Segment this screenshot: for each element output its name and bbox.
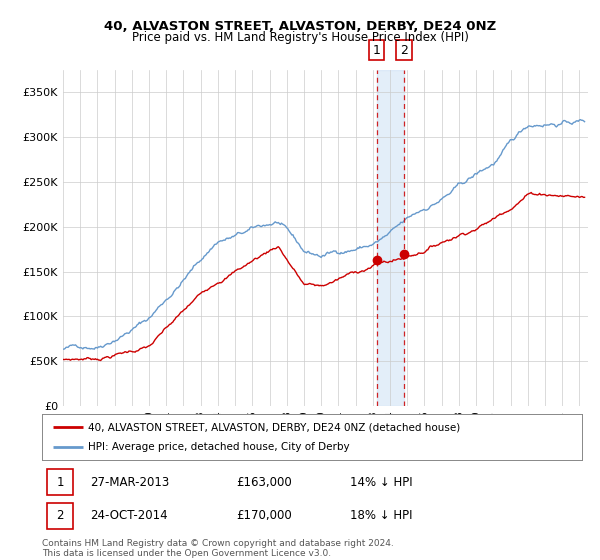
FancyBboxPatch shape	[47, 469, 73, 496]
Text: Price paid vs. HM Land Registry's House Price Index (HPI): Price paid vs. HM Land Registry's House …	[131, 31, 469, 44]
FancyBboxPatch shape	[47, 502, 73, 529]
Text: 2: 2	[56, 509, 64, 522]
Text: £170,000: £170,000	[236, 509, 292, 522]
Text: Contains HM Land Registry data © Crown copyright and database right 2024.
This d: Contains HM Land Registry data © Crown c…	[42, 539, 394, 558]
Text: 14% ↓ HPI: 14% ↓ HPI	[350, 475, 412, 489]
Text: 18% ↓ HPI: 18% ↓ HPI	[350, 509, 412, 522]
Text: 1: 1	[373, 44, 381, 57]
Text: 24-OCT-2014: 24-OCT-2014	[91, 509, 168, 522]
Text: HPI: Average price, detached house, City of Derby: HPI: Average price, detached house, City…	[88, 442, 350, 452]
Text: 40, ALVASTON STREET, ALVASTON, DERBY, DE24 0NZ: 40, ALVASTON STREET, ALVASTON, DERBY, DE…	[104, 20, 496, 32]
Text: 40, ALVASTON STREET, ALVASTON, DERBY, DE24 0NZ (detached house): 40, ALVASTON STREET, ALVASTON, DERBY, DE…	[88, 422, 460, 432]
Bar	[377, 70, 404, 406]
Text: 27-MAR-2013: 27-MAR-2013	[91, 475, 170, 489]
Text: £163,000: £163,000	[236, 475, 292, 489]
Text: 1: 1	[56, 475, 64, 489]
Text: 2: 2	[400, 44, 408, 57]
